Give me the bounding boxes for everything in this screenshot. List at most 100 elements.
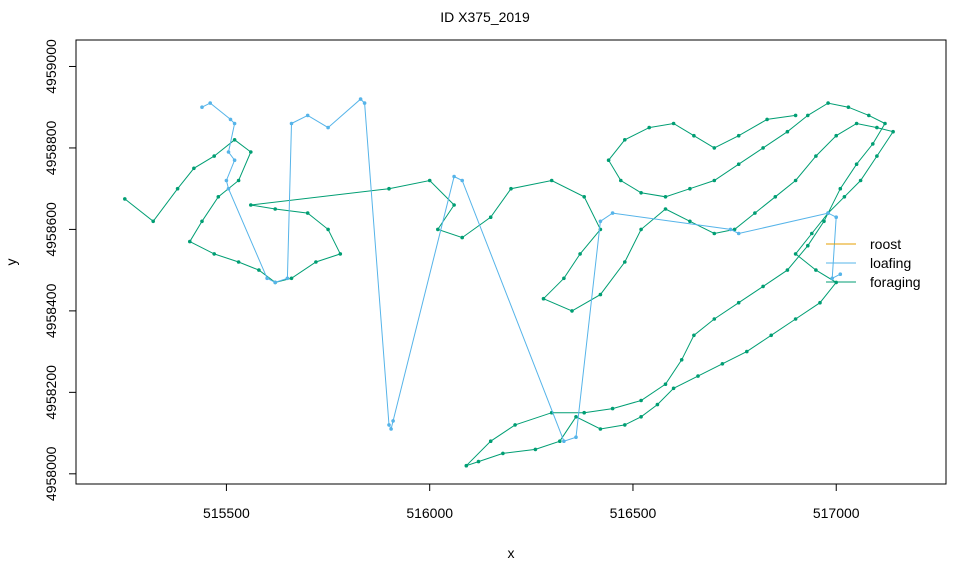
data-point-loafing <box>273 280 278 285</box>
data-point-foraging <box>720 362 725 366</box>
data-point-loafing <box>452 174 456 179</box>
data-point-loafing <box>834 215 838 219</box>
series-line-foraging <box>124 102 894 467</box>
data-point-foraging <box>854 162 859 166</box>
data-point-foraging <box>338 252 343 256</box>
data-point-loafing <box>228 117 233 122</box>
data-point-loafing <box>391 419 395 423</box>
data-point-foraging <box>696 374 700 378</box>
data-point-foraging <box>582 410 586 415</box>
y-tick-label: 4958200 <box>43 365 59 420</box>
y-axis: 4958000 4958200 4958400 4958600 4958800 49590… <box>43 39 76 501</box>
data-point-loafing <box>285 276 290 281</box>
series-loafing <box>200 97 843 444</box>
plot-area <box>123 97 895 468</box>
data-point-foraging <box>692 333 696 338</box>
x-axis-label: x <box>508 545 515 561</box>
chart-title: ID X375_2019 <box>440 9 530 25</box>
data-point-foraging <box>639 227 643 232</box>
data-point-foraging <box>688 219 692 224</box>
data-point-loafing <box>389 427 393 431</box>
series-foraging <box>123 101 895 468</box>
data-point-foraging <box>175 186 180 191</box>
data-point-foraging <box>773 195 778 199</box>
data-point-loafing <box>387 423 391 427</box>
data-point-foraging <box>476 459 481 464</box>
data-point-foraging <box>785 129 790 134</box>
data-point-foraging <box>875 125 879 130</box>
data-point-loafing <box>460 178 465 183</box>
legend-label-roost: roost <box>870 236 901 252</box>
data-point-foraging <box>846 105 851 109</box>
data-point-foraging <box>814 154 818 158</box>
data-point-foraging <box>200 219 204 224</box>
data-point-foraging <box>151 219 155 224</box>
data-point-foraging <box>663 382 668 387</box>
data-point-foraging <box>647 125 651 130</box>
data-point-foraging <box>570 309 574 313</box>
data-point-foraging <box>858 178 863 183</box>
data-point-foraging <box>765 117 769 122</box>
data-point-foraging <box>806 243 810 248</box>
data-point-foraging <box>761 146 765 150</box>
data-point-loafing <box>200 105 204 109</box>
data-point-loafing <box>232 121 237 126</box>
legend-label-loafing: loafing <box>870 255 911 271</box>
data-point-loafing <box>358 97 363 101</box>
data-point-foraging <box>558 439 562 444</box>
y-tick-label: 4959000 <box>43 39 59 94</box>
data-point-foraging <box>732 227 737 232</box>
data-point-foraging <box>623 260 627 264</box>
data-point-foraging <box>875 154 879 158</box>
data-point-foraging <box>533 447 538 452</box>
data-point-foraging <box>671 386 676 391</box>
data-point-foraging <box>305 211 310 215</box>
data-point-foraging <box>745 349 749 354</box>
data-point-foraging <box>123 197 127 201</box>
x-tick-label: 516000 <box>406 505 453 521</box>
x-tick-label: 516500 <box>610 505 657 521</box>
data-point-loafing <box>305 113 310 118</box>
data-point-foraging <box>598 427 603 431</box>
data-point-foraging <box>826 101 830 105</box>
data-point-loafing <box>208 101 212 105</box>
data-point-foraging <box>736 300 741 305</box>
data-point-foraging <box>549 178 554 183</box>
data-point-loafing <box>226 150 231 154</box>
data-point-foraging <box>464 463 469 468</box>
data-point-foraging <box>639 398 643 403</box>
data-point-foraging <box>793 113 798 118</box>
data-point-foraging <box>736 162 741 166</box>
data-point-loafing <box>265 276 269 281</box>
data-point-foraging <box>509 186 513 191</box>
data-point-foraging <box>427 178 432 183</box>
data-point-foraging <box>736 133 741 138</box>
data-point-loafing <box>830 276 834 281</box>
data-point-foraging <box>623 423 627 427</box>
data-point-loafing <box>736 231 741 236</box>
data-point-foraging <box>688 186 692 191</box>
data-point-foraging <box>212 154 216 158</box>
y-axis-label: y <box>3 259 19 266</box>
data-point-foraging <box>541 296 546 301</box>
data-point-loafing <box>728 227 733 232</box>
data-point-foraging <box>460 235 465 240</box>
data-point-foraging <box>610 406 615 411</box>
series-line-loafing <box>201 98 841 442</box>
data-point-foraging <box>273 207 278 211</box>
data-point-foraging <box>871 142 875 146</box>
data-point-loafing <box>226 186 231 191</box>
data-point-foraging <box>785 268 790 272</box>
data-point-foraging <box>623 138 627 142</box>
data-point-foraging <box>639 191 643 195</box>
data-point-foraging <box>639 415 643 419</box>
data-point-foraging <box>232 138 237 142</box>
y-tick-label: 4958800 <box>43 120 59 175</box>
data-point-foraging <box>712 146 717 150</box>
data-point-loafing <box>289 121 294 126</box>
data-point-loafing <box>326 125 330 130</box>
data-point-foraging <box>619 178 623 183</box>
data-point-foraging <box>249 203 253 207</box>
data-point-foraging <box>793 178 798 183</box>
